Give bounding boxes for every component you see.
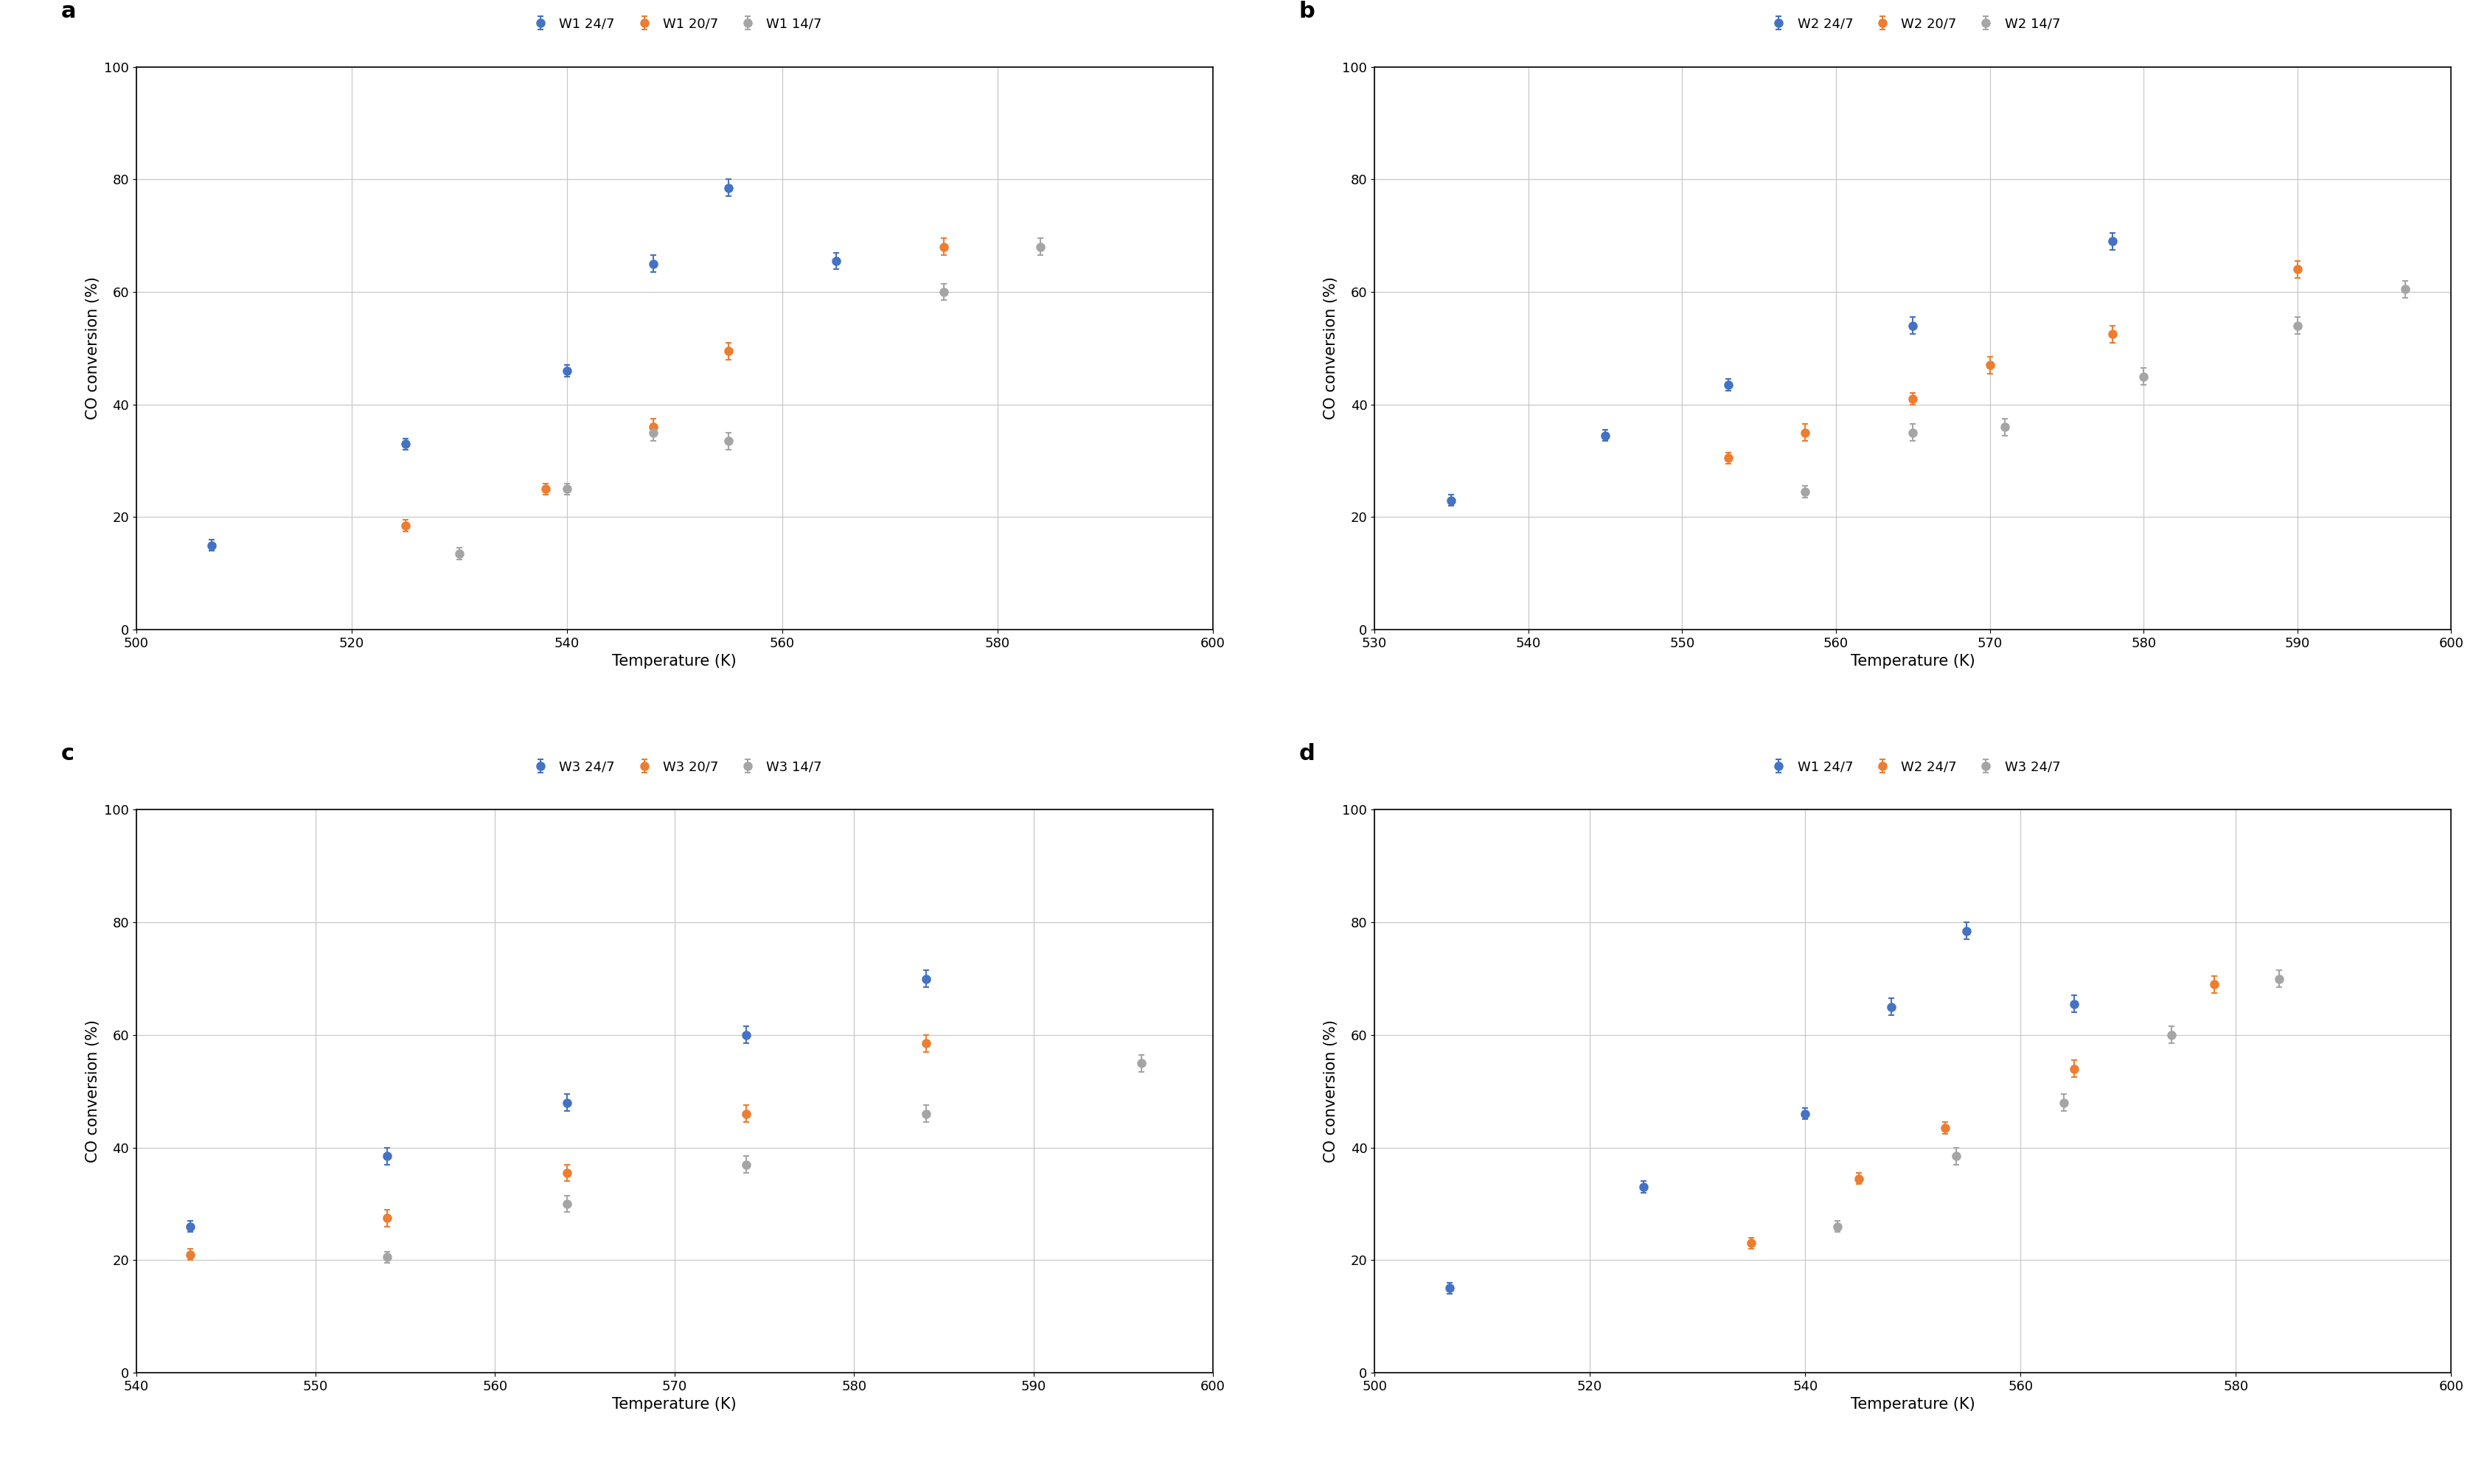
Text: b: b bbox=[1300, 0, 1315, 22]
Legend: W1 24/7, W1 20/7, W1 14/7: W1 24/7, W1 20/7, W1 14/7 bbox=[527, 18, 822, 30]
Text: a: a bbox=[62, 0, 77, 22]
Legend: W3 24/7, W3 20/7, W3 14/7: W3 24/7, W3 20/7, W3 14/7 bbox=[527, 760, 822, 773]
Legend: W2 24/7, W2 20/7, W2 14/7: W2 24/7, W2 20/7, W2 14/7 bbox=[1765, 18, 2060, 30]
X-axis label: Temperature (K): Temperature (K) bbox=[612, 654, 738, 669]
Y-axis label: CO conversion (%): CO conversion (%) bbox=[1325, 1020, 1337, 1163]
Legend: W1 24/7, W2 24/7, W3 24/7: W1 24/7, W2 24/7, W3 24/7 bbox=[1765, 760, 2060, 773]
X-axis label: Temperature (K): Temperature (K) bbox=[612, 1398, 738, 1411]
Text: d: d bbox=[1300, 743, 1315, 764]
Y-axis label: CO conversion (%): CO conversion (%) bbox=[84, 276, 99, 420]
X-axis label: Temperature (K): Temperature (K) bbox=[1850, 654, 1976, 669]
Y-axis label: CO conversion (%): CO conversion (%) bbox=[1325, 276, 1337, 420]
Y-axis label: CO conversion (%): CO conversion (%) bbox=[84, 1020, 99, 1163]
X-axis label: Temperature (K): Temperature (K) bbox=[1850, 1398, 1976, 1411]
Text: c: c bbox=[62, 743, 74, 764]
